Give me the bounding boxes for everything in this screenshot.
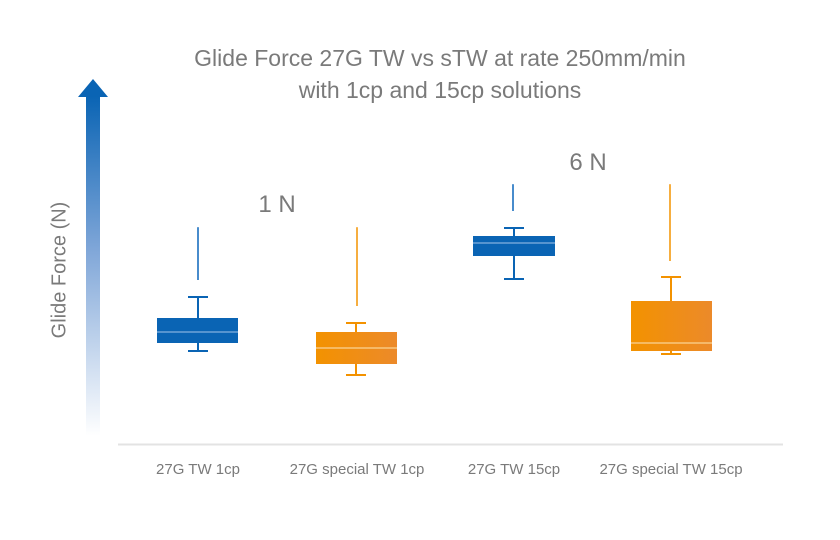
annotation-6n: 6 N	[569, 149, 607, 176]
x-tick-label: 27G special TW 15cp	[599, 461, 743, 478]
bracket-6n	[512, 184, 671, 261]
y-axis-label: Glide Force (N)	[48, 201, 71, 339]
box-27g-tw-15cp	[473, 227, 555, 280]
chart-title-line-1: Glide Force 27G TW vs sTW at rate 250mm/…	[194, 45, 686, 71]
x-tick-label: 27G special TW 1cp	[289, 461, 425, 478]
box-27g-tw-1cp	[157, 296, 238, 352]
annotation-1n: 1 N	[258, 191, 296, 218]
chart-title: Glide Force 27G TW vs sTW at rate 250mm/…	[0, 42, 840, 106]
chart-title-line-2: with 1cp and 15cp solutions	[298, 77, 582, 103]
box-27g-special-tw-1cp	[316, 322, 397, 376]
box-27g-special-tw-15cp	[631, 276, 712, 355]
y-axis-arrow-icon	[78, 79, 108, 436]
x-tick-label: 27G TW 15cp	[467, 461, 561, 478]
x-tick-label: 27G TW 1cp	[156, 461, 240, 478]
bracket-1n	[197, 227, 358, 306]
